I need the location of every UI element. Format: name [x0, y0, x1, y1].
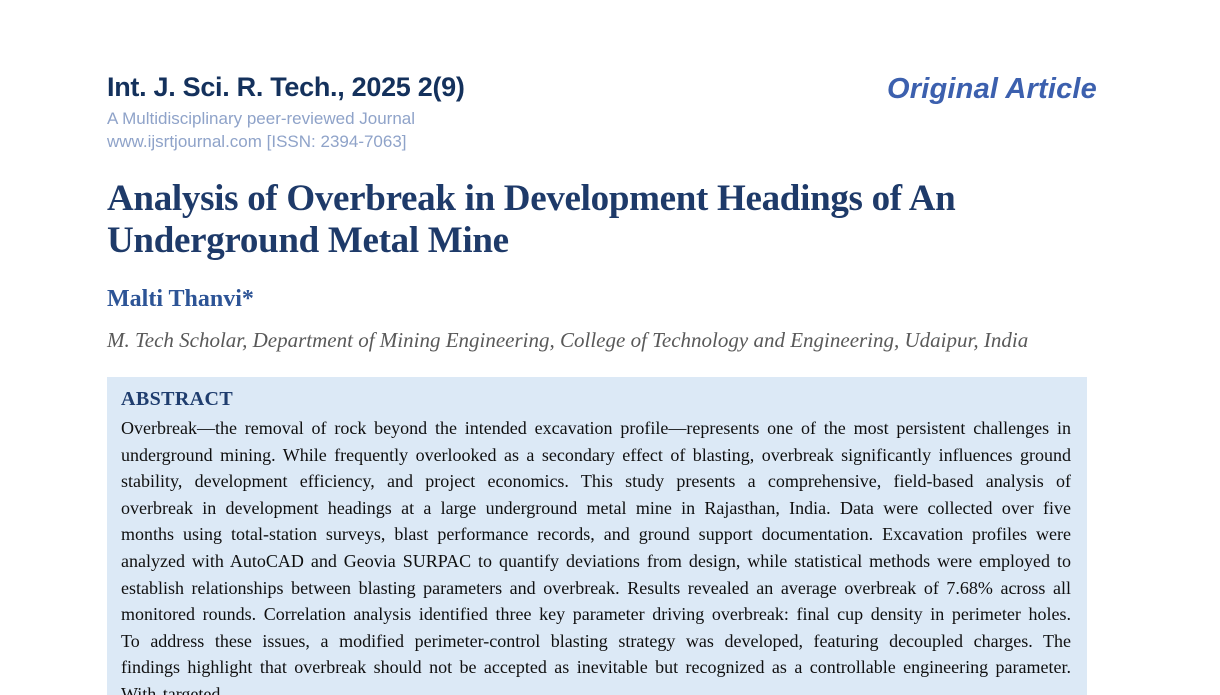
- paper-title: Analysis of Overbreak in Development Hea…: [107, 178, 1097, 262]
- paper-title-line2: Underground Metal Mine: [107, 220, 509, 261]
- article-type-label: Original Article: [886, 73, 1097, 105]
- author-name: Malti Thanvi*: [107, 286, 254, 312]
- abstract-body-text: Overbreak—the removal of rock beyond the…: [121, 418, 1071, 695]
- author-affiliation: M. Tech Scholar, Department of Mining En…: [107, 328, 1029, 352]
- journal-identity-block: Int. J. Sci. R. Tech., 2025 2(9) A Multi…: [107, 72, 465, 152]
- journal-tagline: A Multidisciplinary peer-reviewed Journa…: [107, 109, 416, 128]
- journal-header: Int. J. Sci. R. Tech., 2025 2(9) A Multi…: [107, 72, 1097, 152]
- abstract-section: ABSTRACT Overbreak—the removal of rock b…: [107, 377, 1087, 695]
- journal-website-issn: www.ijsrtjournal.com [ISSN: 2394-7063]: [107, 132, 407, 151]
- paper-title-line1: Analysis of Overbreak in Development Hea…: [107, 178, 956, 219]
- journal-name: Int. J. Sci. R. Tech., 2025 2(9): [107, 72, 465, 102]
- abstract-heading: ABSTRACT: [121, 388, 234, 410]
